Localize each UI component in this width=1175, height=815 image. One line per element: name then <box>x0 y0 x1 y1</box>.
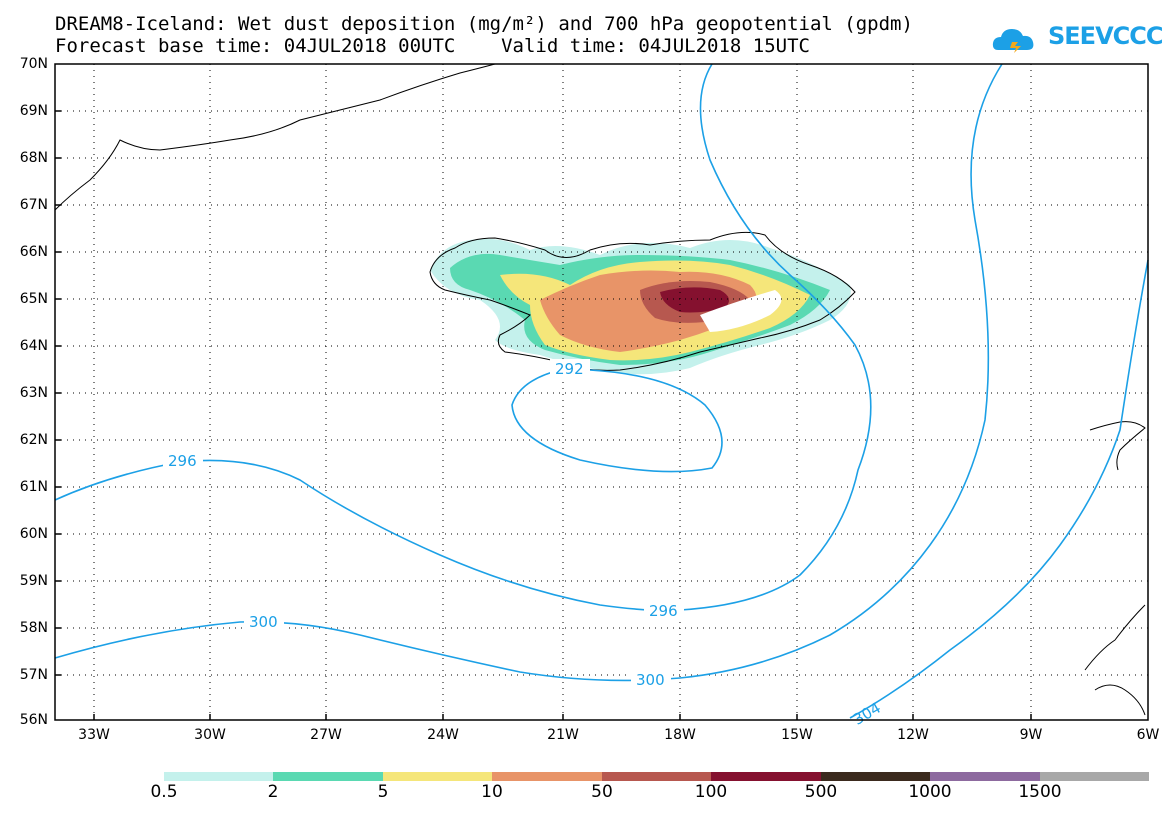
colorbar-swatch <box>273 772 383 781</box>
lon-label: 12W <box>897 727 929 743</box>
lat-label: 56N <box>19 712 48 728</box>
contour-label: 300 <box>636 671 665 689</box>
lon-label: 30W <box>194 727 226 743</box>
contour-292 <box>511 369 723 473</box>
colorbar-label: 100 <box>694 782 728 802</box>
lon-label: 27W <box>310 727 342 743</box>
colorbar-label: 1500 <box>1018 782 1062 802</box>
lon-label: 18W <box>664 727 696 743</box>
lat-label: 67N <box>19 197 48 213</box>
lon-label: 33W <box>78 727 110 743</box>
lat-label: 61N <box>19 479 48 495</box>
dust-deposition-shading <box>430 238 851 375</box>
lat-label: 60N <box>19 526 48 542</box>
lat-label: 70N <box>19 56 48 72</box>
colorbar-label: 500 <box>804 782 838 802</box>
map-border <box>54 63 1149 721</box>
colorbar-label: 0.5 <box>150 782 178 802</box>
lon-label: 21W <box>547 727 579 743</box>
contour-label: 300 <box>249 613 278 631</box>
contour-label: 296 <box>649 602 678 620</box>
coastlines <box>54 63 1146 716</box>
axis-ticks <box>55 110 1032 720</box>
colorbar-swatch <box>930 772 1040 781</box>
colorbar-swatch <box>383 772 492 781</box>
lat-label: 58N <box>19 620 48 636</box>
lon-label: 15W <box>781 727 813 743</box>
colorbar-swatch <box>164 772 273 781</box>
lon-label: 24W <box>427 727 459 743</box>
map-title: DREAM8-Iceland: Wet dust deposition (mg/… <box>55 13 913 35</box>
lat-label: 57N <box>19 667 48 683</box>
colorbar-swatch <box>821 772 930 781</box>
colorbar-label: 1000 <box>908 782 952 802</box>
graticule <box>55 64 1148 720</box>
colorbar-swatch <box>492 772 602 781</box>
map-subtitle: Forecast base time: 04JUL2018 00UTC Vali… <box>55 35 810 57</box>
logo-text: SEEVCCC <box>1048 22 1163 50</box>
contour-296-lower <box>54 459 681 612</box>
colorbar-label: 5 <box>377 782 389 802</box>
colorbar-swatch <box>711 772 821 781</box>
colorbar-swatch <box>1040 772 1149 781</box>
lat-label: 62N <box>19 432 48 448</box>
colorbar-label: 10 <box>481 782 503 802</box>
geopotential-contours <box>54 63 1149 719</box>
lat-label: 65N <box>19 291 48 307</box>
contour-296-upper <box>679 63 872 611</box>
contour-304 <box>849 259 1149 719</box>
lat-label: 59N <box>19 573 48 589</box>
contour-label: 296 <box>168 452 197 470</box>
lat-label: 66N <box>19 244 48 260</box>
lat-label: 64N <box>19 338 48 354</box>
colorbar-swatch <box>602 772 711 781</box>
lat-label: 63N <box>19 385 48 401</box>
contour-label: 292 <box>555 360 584 378</box>
seevccc-logo-icon <box>992 29 1034 53</box>
colorbar-label: 2 <box>267 782 279 802</box>
contour-300 <box>54 63 1003 682</box>
lat-label: 68N <box>19 150 48 166</box>
colorbar-label: 50 <box>591 782 613 802</box>
lon-label: 9W <box>1019 727 1043 743</box>
lon-label: 6W <box>1136 727 1160 743</box>
lat-label: 69N <box>19 103 48 119</box>
